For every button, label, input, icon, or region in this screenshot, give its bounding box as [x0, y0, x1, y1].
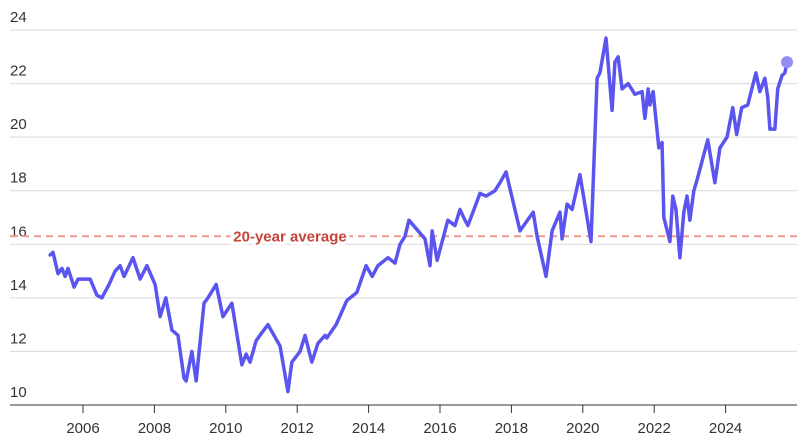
x-tick-label: 2014	[352, 420, 385, 437]
y-tick-label: 14	[10, 277, 27, 294]
data-line	[48, 36, 789, 394]
end-dot	[781, 56, 794, 69]
y-tick-label: 22	[10, 63, 27, 80]
x-tick-label: 2020	[566, 420, 599, 437]
y-tick-label: 10	[10, 384, 27, 401]
y-tick-label: 16	[10, 223, 27, 240]
x-tick-label: 2010	[209, 420, 242, 437]
x-tick-label: 2022	[638, 420, 671, 437]
x-tick-label: 2008	[138, 420, 171, 437]
y-tick-label: 24	[10, 9, 27, 26]
x-tick-label: 2006	[66, 420, 99, 437]
y-tick-label: 12	[10, 330, 27, 347]
x-tick-label: 2012	[281, 420, 314, 437]
y-tick-label: 20	[10, 116, 27, 133]
average-label: 20-year average	[233, 228, 346, 245]
x-tick-label: 2018	[495, 420, 528, 437]
x-tick-label: 2024	[709, 420, 742, 437]
x-tick-label: 2016	[423, 420, 456, 437]
y-tick-label: 18	[10, 170, 27, 187]
